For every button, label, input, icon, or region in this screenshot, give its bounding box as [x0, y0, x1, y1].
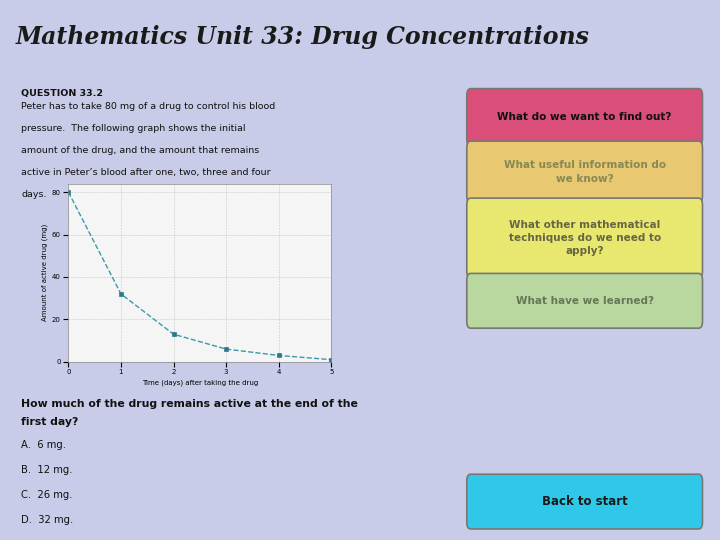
Y-axis label: Amount of active drug (mg): Amount of active drug (mg): [41, 224, 48, 321]
Text: How much of the drug remains active at the end of the: How much of the drug remains active at t…: [21, 399, 358, 409]
Text: Mathematics Unit 33: Drug Concentrations: Mathematics Unit 33: Drug Concentrations: [16, 24, 590, 49]
Text: QUESTION 33.2: QUESTION 33.2: [21, 89, 103, 98]
Text: Peter has to take 80 mg of a drug to control his blood: Peter has to take 80 mg of a drug to con…: [21, 102, 275, 111]
FancyBboxPatch shape: [467, 474, 703, 529]
Text: first day?: first day?: [21, 417, 78, 427]
FancyBboxPatch shape: [467, 198, 703, 278]
FancyBboxPatch shape: [467, 141, 703, 202]
Text: What do we want to find out?: What do we want to find out?: [498, 112, 672, 122]
Text: C.  26 mg.: C. 26 mg.: [21, 490, 73, 500]
Text: B.  12 mg.: B. 12 mg.: [21, 465, 73, 475]
X-axis label: Time (days) after taking the drug: Time (days) after taking the drug: [142, 380, 258, 386]
Text: D.  32 mg.: D. 32 mg.: [21, 515, 73, 525]
FancyBboxPatch shape: [467, 273, 703, 328]
FancyBboxPatch shape: [467, 89, 703, 146]
Text: What useful information do
we know?: What useful information do we know?: [503, 160, 666, 184]
Text: amount of the drug, and the amount that remains: amount of the drug, and the amount that …: [21, 146, 259, 155]
Text: active in Peter’s blood after one, two, three and four: active in Peter’s blood after one, two, …: [21, 168, 271, 177]
Text: days.: days.: [21, 190, 47, 199]
Text: What have we learned?: What have we learned?: [516, 296, 654, 306]
Text: A.  6 mg.: A. 6 mg.: [21, 440, 66, 450]
Text: Back to start: Back to start: [541, 495, 628, 508]
Text: pressure.  The following graph shows the initial: pressure. The following graph shows the …: [21, 124, 246, 133]
Text: What other mathematical
techniques do we need to
apply?: What other mathematical techniques do we…: [508, 220, 661, 256]
